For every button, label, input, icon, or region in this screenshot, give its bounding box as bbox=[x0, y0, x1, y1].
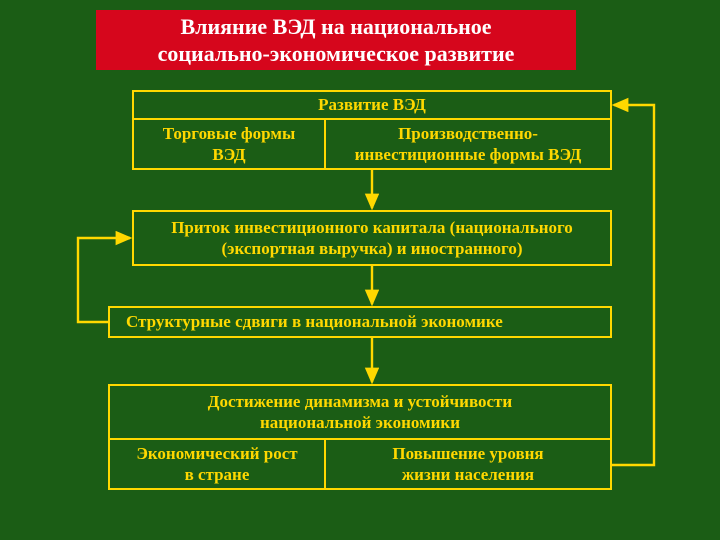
box-dynamism-header: Достижение динамизма и устойчивостинацио… bbox=[108, 384, 612, 440]
box-structural-shifts-text: Структурные сдвиги в национальной эконом… bbox=[126, 311, 503, 332]
box-dev-header: Развитие ВЭД bbox=[132, 90, 612, 120]
box-dev-header-text: Развитие ВЭД bbox=[318, 94, 426, 115]
box-structural-shifts: Структурные сдвиги в национальной эконом… bbox=[108, 306, 612, 338]
title-line-1: Влияние ВЭД на национальное bbox=[96, 13, 576, 41]
title-box: Влияние ВЭД на национальное социально-эк… bbox=[96, 10, 576, 70]
box-dev-right-text: Производственно-инвестиционные формы ВЭД bbox=[355, 123, 582, 166]
box-dev-split: Торговые формыВЭД Производственно-инвест… bbox=[132, 120, 612, 170]
box-dev-left-text: Торговые формыВЭД bbox=[163, 123, 295, 166]
box-dynamism-split: Экономический роств стране Повышение уро… bbox=[108, 440, 612, 490]
box-capital-inflow-text: Приток инвестиционного капитала (национа… bbox=[171, 217, 573, 260]
box-dev-right: Производственно-инвестиционные формы ВЭД bbox=[326, 119, 610, 170]
box-dynamism-header-text: Достижение динамизма и устойчивостинацио… bbox=[208, 391, 512, 434]
box-growth: Экономический роств стране bbox=[110, 439, 326, 490]
box-growth-text: Экономический роств стране bbox=[136, 443, 297, 486]
box-capital-inflow: Приток инвестиционного капитала (национа… bbox=[132, 210, 612, 266]
title-line-2: социально-экономическое развитие bbox=[96, 40, 576, 68]
box-dev-left: Торговые формыВЭД bbox=[134, 119, 326, 170]
box-living-standard-text: Повышение уровняжизни населения bbox=[392, 443, 543, 486]
box-living-standard: Повышение уровняжизни населения bbox=[326, 439, 610, 490]
